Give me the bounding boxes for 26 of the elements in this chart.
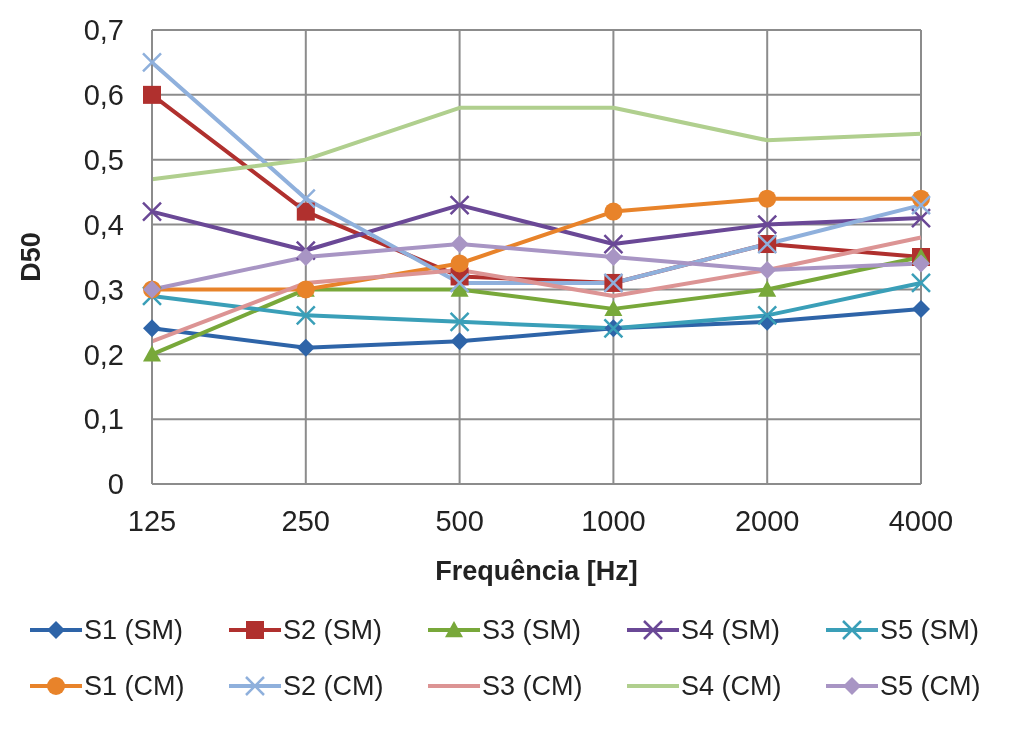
legend-label: S4 (CM) (681, 670, 782, 702)
legend-label: S5 (SM) (880, 614, 980, 646)
x-tick-label: 500 (435, 504, 484, 537)
legend-label: S1 (SM) (84, 614, 184, 646)
legend-label: S1 (CM) (84, 670, 185, 702)
x-tick-label: 250 (281, 504, 330, 537)
y-tick-label: 0,2 (83, 338, 124, 371)
legend-label: S2 (SM) (283, 614, 383, 646)
legend-label: S3 (CM) (482, 670, 583, 702)
x-tick-label: 1000 (581, 504, 646, 537)
y-tick-label: 0,1 (83, 403, 124, 436)
legend-label: S5 (CM) (880, 670, 981, 702)
y-tick-label: 0,7 (83, 14, 124, 47)
y-tick-label: 0 (107, 468, 124, 501)
y-tick-label: 0,4 (83, 208, 124, 241)
y-tick-label: 0,6 (83, 79, 124, 112)
y-tick-label: 0,3 (83, 273, 124, 306)
x-tick-label: 2000 (734, 504, 800, 537)
x-tick-label: 4000 (888, 504, 954, 537)
y-tick-label: 0,5 (83, 144, 124, 177)
y-axis-title: D50 (15, 232, 46, 282)
x-tick-label: 125 (127, 504, 177, 537)
x-axis-title: Frequência [Hz] (435, 556, 638, 586)
legend-label: S2 (CM) (283, 670, 384, 702)
legend-label: S3 (SM) (482, 614, 582, 646)
legend-label: S4 (SM) (681, 614, 781, 646)
